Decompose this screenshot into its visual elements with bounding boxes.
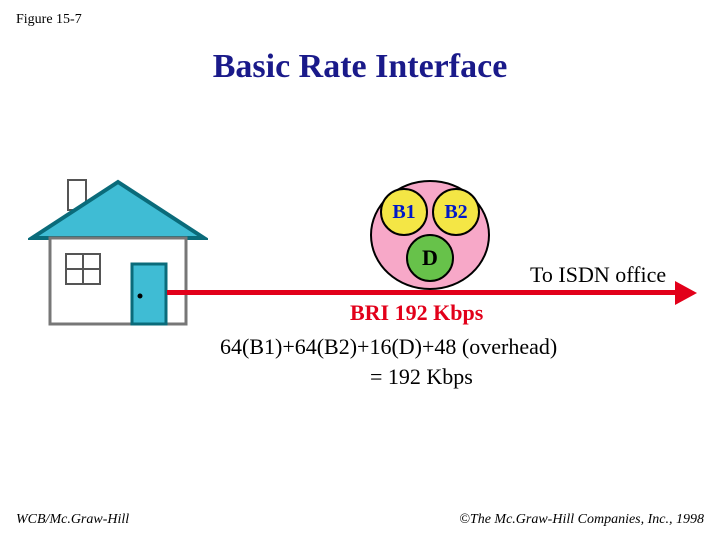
page-title: Basic Rate Interface bbox=[0, 48, 720, 86]
bri-rate-label: BRI 192 Kbps bbox=[350, 300, 483, 326]
arrow-head-icon bbox=[675, 281, 697, 305]
b1-channel-circle: B1 bbox=[380, 188, 428, 236]
diagram-area: B1 B2 D To ISDN office BRI 192 Kbps 64(B… bbox=[0, 150, 720, 480]
calculation-line-1: 64(B1)+64(B2)+16(D)+48 (overhead) bbox=[220, 334, 557, 360]
door bbox=[132, 264, 166, 324]
footer-left: WCB/Mc.Graw-Hill bbox=[16, 512, 129, 528]
doorknob bbox=[138, 294, 143, 299]
to-isdn-label: To ISDN office bbox=[530, 262, 666, 288]
arrow-line bbox=[167, 290, 677, 295]
b1-label: B1 bbox=[392, 201, 415, 224]
calculation-line-2: = 192 Kbps bbox=[370, 364, 473, 390]
figure-label: Figure 15-7 bbox=[16, 12, 82, 28]
footer-right: ©The Mc.Graw-Hill Companies, Inc., 1998 bbox=[459, 512, 704, 528]
b2-channel-circle: B2 bbox=[432, 188, 480, 236]
channels-group: B1 B2 D bbox=[370, 180, 490, 290]
house-illustration bbox=[28, 178, 208, 328]
roof bbox=[32, 182, 204, 238]
d-channel-circle: D bbox=[406, 234, 454, 282]
b2-label: B2 bbox=[444, 201, 467, 224]
d-label: D bbox=[422, 245, 438, 271]
